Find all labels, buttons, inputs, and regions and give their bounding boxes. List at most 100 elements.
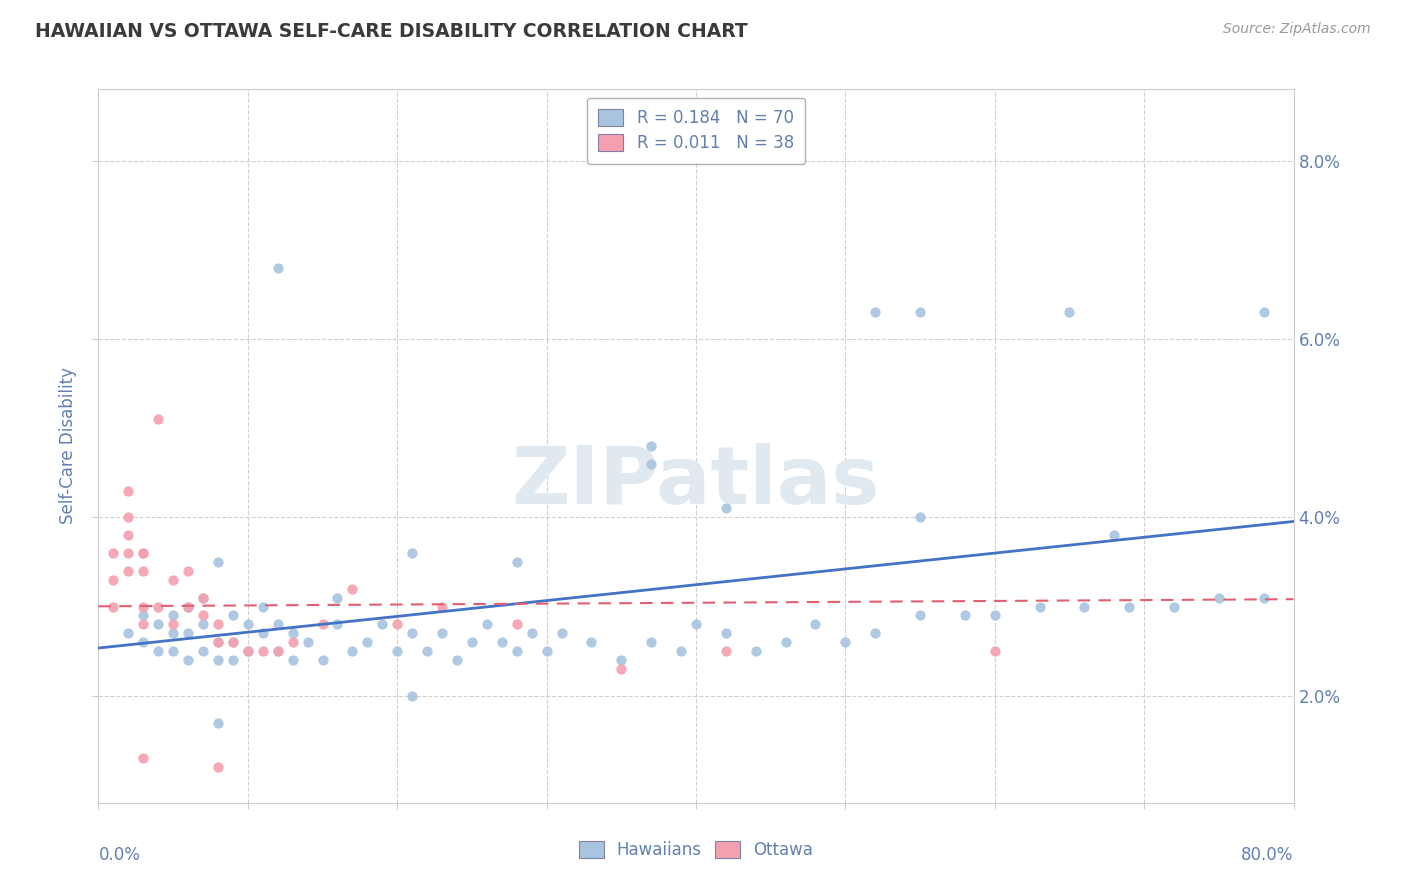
Point [222, 635, 245, 649]
Point [385, 644, 409, 658]
Point [342, 582, 364, 596]
Point [640, 635, 662, 649]
Point [162, 644, 184, 658]
Point [1253, 591, 1275, 605]
Point [326, 617, 349, 632]
Point [281, 635, 304, 649]
Point [506, 555, 529, 569]
Point [610, 653, 633, 667]
Point [148, 412, 170, 426]
Point [207, 760, 229, 774]
Point [401, 689, 423, 703]
Point [117, 510, 139, 524]
Y-axis label: Self-Care Disability: Self-Care Disability [59, 368, 77, 524]
Point [132, 546, 155, 560]
Point [669, 644, 692, 658]
Point [984, 644, 1007, 658]
Point [1028, 599, 1050, 614]
Point [132, 546, 155, 560]
Point [236, 644, 259, 658]
Point [267, 644, 290, 658]
Point [191, 591, 214, 605]
Point [356, 635, 378, 649]
Point [222, 608, 245, 623]
Point [222, 653, 245, 667]
Point [1253, 305, 1275, 319]
Point [177, 564, 200, 578]
Point [745, 644, 768, 658]
Point [714, 644, 737, 658]
Point [506, 644, 529, 658]
Point [281, 626, 304, 640]
Point [401, 546, 423, 560]
Text: ZIPatlas: ZIPatlas [512, 442, 880, 521]
Point [162, 608, 184, 623]
Point [804, 617, 827, 632]
Point [430, 626, 453, 640]
Point [207, 653, 229, 667]
Point [177, 626, 200, 640]
Point [610, 662, 633, 676]
Point [550, 626, 572, 640]
Point [207, 635, 229, 649]
Point [191, 617, 214, 632]
Point [148, 599, 170, 614]
Point [536, 644, 558, 658]
Point [252, 626, 274, 640]
Point [117, 528, 139, 542]
Point [506, 617, 529, 632]
Point [148, 617, 170, 632]
Point [685, 617, 707, 632]
Point [342, 644, 364, 658]
Point [401, 626, 423, 640]
Point [252, 644, 274, 658]
Point [207, 715, 229, 730]
Point [1073, 599, 1095, 614]
Point [640, 439, 662, 453]
Point [430, 599, 453, 614]
Point [236, 644, 259, 658]
Point [865, 626, 887, 640]
Point [177, 653, 200, 667]
Point [207, 635, 229, 649]
Point [103, 599, 125, 614]
Point [1163, 599, 1185, 614]
Point [297, 635, 319, 649]
Point [236, 617, 259, 632]
Point [117, 626, 139, 640]
Point [371, 617, 394, 632]
Point [1118, 599, 1140, 614]
Point [132, 564, 155, 578]
Point [207, 617, 229, 632]
Point [267, 617, 290, 632]
Point [222, 635, 245, 649]
Text: Source: ZipAtlas.com: Source: ZipAtlas.com [1223, 22, 1371, 37]
Point [311, 617, 333, 632]
Point [132, 635, 155, 649]
Point [1208, 591, 1230, 605]
Point [267, 260, 290, 275]
Legend: Hawaiians, Ottawa: Hawaiians, Ottawa [572, 834, 820, 866]
Point [267, 644, 290, 658]
Point [191, 644, 214, 658]
Point [117, 546, 139, 560]
Point [953, 608, 976, 623]
Point [1059, 305, 1081, 319]
Point [162, 573, 184, 587]
Point [640, 457, 662, 471]
Point [162, 617, 184, 632]
Point [775, 635, 797, 649]
Point [103, 546, 125, 560]
Point [148, 644, 170, 658]
Point [908, 510, 931, 524]
Point [117, 564, 139, 578]
Point [132, 751, 155, 765]
Point [281, 653, 304, 667]
Point [162, 626, 184, 640]
Point [714, 626, 737, 640]
Point [908, 608, 931, 623]
Point [461, 635, 484, 649]
Point [191, 591, 214, 605]
Point [103, 573, 125, 587]
Point [491, 635, 513, 649]
